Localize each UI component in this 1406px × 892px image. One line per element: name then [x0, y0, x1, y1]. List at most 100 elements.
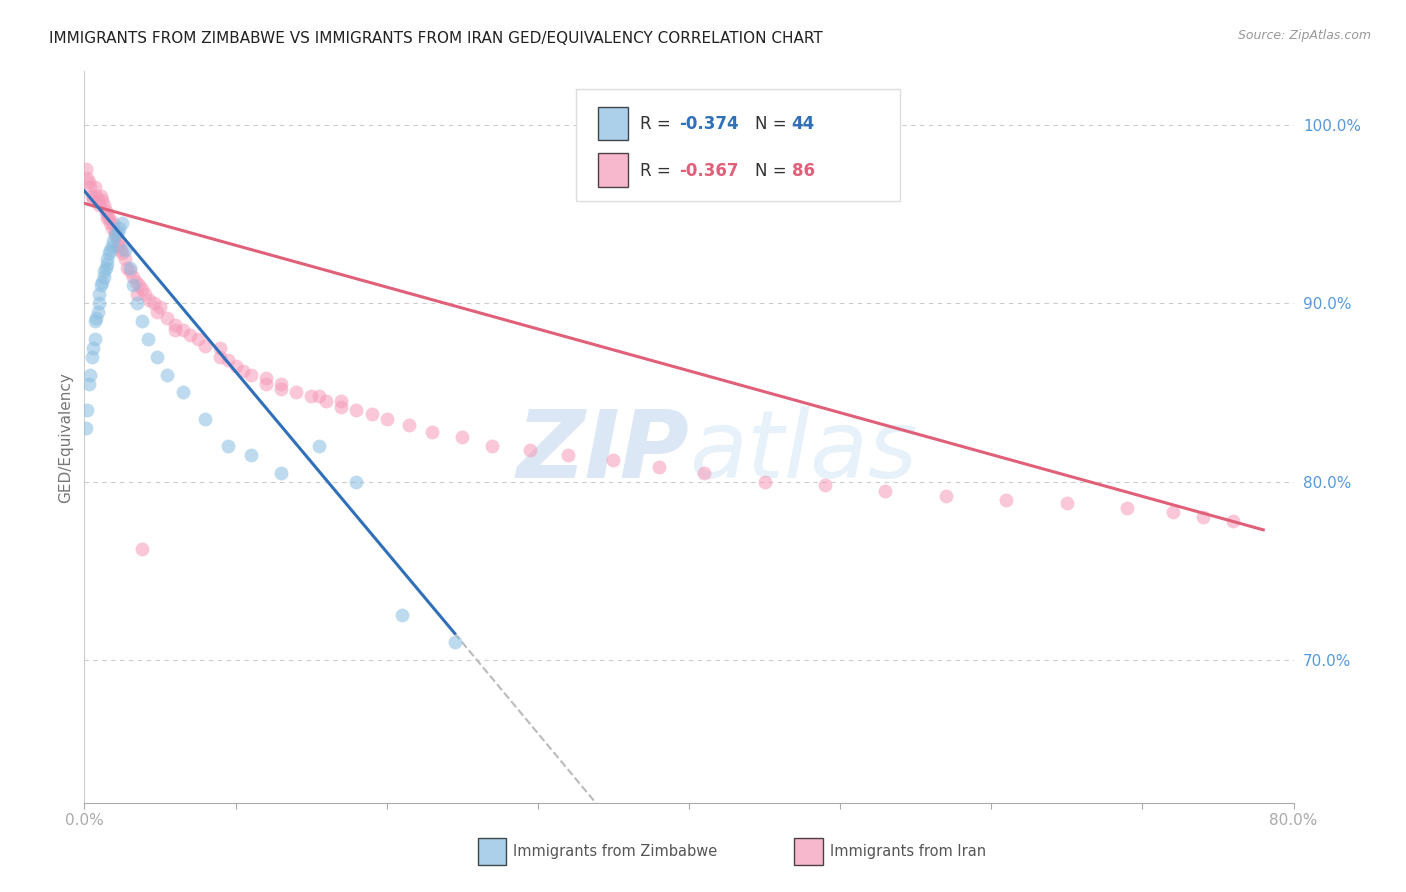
Point — [1222, 514, 1244, 528]
Text: R =: R = — [640, 161, 676, 179]
Point — [94, 260, 117, 275]
Point — [443, 635, 465, 649]
Text: IMMIGRANTS FROM ZIMBABWE VS IMMIGRANTS FROM IRAN GED/EQUIVALENCY CORRELATION CHA: IMMIGRANTS FROM ZIMBABWE VS IMMIGRANTS F… — [49, 31, 823, 46]
Point — [96, 257, 118, 271]
Text: 86: 86 — [792, 161, 814, 179]
Point — [346, 475, 368, 489]
Point — [156, 368, 179, 382]
Point — [935, 489, 957, 503]
Point — [111, 216, 134, 230]
Point — [125, 275, 148, 289]
Point — [118, 260, 141, 275]
Point — [131, 314, 153, 328]
Text: Source: ZipAtlas.com: Source: ZipAtlas.com — [1237, 29, 1371, 42]
Point — [89, 198, 111, 212]
Point — [239, 368, 262, 382]
Point — [146, 305, 169, 319]
Point — [232, 364, 254, 378]
Point — [131, 542, 153, 557]
Point — [100, 221, 122, 235]
Point — [76, 403, 98, 417]
Point — [107, 225, 129, 239]
Point — [315, 394, 337, 409]
Point — [84, 314, 107, 328]
Point — [308, 439, 330, 453]
Point — [142, 296, 165, 310]
Point — [209, 341, 232, 355]
Point — [209, 350, 232, 364]
Point — [131, 282, 153, 296]
Point — [995, 492, 1018, 507]
Point — [98, 216, 121, 230]
Point — [75, 162, 97, 177]
Point — [86, 310, 108, 325]
Point — [107, 239, 129, 253]
Point — [84, 332, 107, 346]
Point — [108, 221, 131, 235]
Y-axis label: GED/Equivalency: GED/Equivalency — [58, 372, 73, 502]
Point — [814, 478, 837, 492]
Point — [299, 389, 322, 403]
Point — [1056, 496, 1078, 510]
Point — [89, 296, 111, 310]
Point — [77, 376, 100, 391]
Point — [91, 275, 114, 289]
Point — [100, 239, 122, 253]
Point — [121, 269, 143, 284]
Point — [118, 264, 141, 278]
Point — [165, 318, 187, 332]
Point — [270, 382, 292, 396]
Point — [172, 323, 194, 337]
Text: -0.374: -0.374 — [679, 115, 738, 134]
Point — [254, 371, 277, 385]
Point — [93, 269, 115, 284]
Point — [165, 323, 187, 337]
Point — [557, 448, 579, 462]
Point — [308, 389, 330, 403]
Point — [96, 211, 118, 225]
Point — [693, 466, 716, 480]
Point — [481, 439, 503, 453]
Point — [346, 403, 368, 417]
Point — [1161, 505, 1184, 519]
Point — [136, 332, 159, 346]
Point — [93, 264, 115, 278]
Point — [79, 180, 101, 194]
Point — [89, 287, 111, 301]
Point — [285, 385, 308, 400]
Point — [134, 287, 156, 301]
Point — [75, 421, 97, 435]
Point — [875, 483, 897, 498]
Point — [217, 353, 239, 368]
Point — [80, 350, 103, 364]
Text: ZIP: ZIP — [516, 406, 689, 498]
Point — [398, 417, 420, 432]
Point — [114, 252, 136, 266]
Point — [80, 189, 103, 203]
Point — [194, 412, 217, 426]
Point — [239, 448, 262, 462]
Point — [391, 608, 413, 623]
Point — [270, 376, 292, 391]
Point — [97, 211, 120, 225]
Point — [111, 246, 134, 260]
Point — [270, 466, 292, 480]
Point — [1116, 501, 1139, 516]
Text: -0.367: -0.367 — [679, 161, 738, 179]
Point — [194, 339, 217, 353]
Point — [97, 246, 120, 260]
Point — [330, 400, 353, 414]
Point — [93, 198, 115, 212]
Text: Immigrants from Iran: Immigrants from Iran — [830, 845, 986, 859]
Point — [90, 189, 112, 203]
Point — [360, 407, 382, 421]
Point — [1192, 510, 1215, 524]
Point — [82, 193, 104, 207]
Point — [110, 243, 132, 257]
Point — [754, 475, 776, 489]
Point — [149, 300, 172, 314]
Text: Immigrants from Zimbabwe: Immigrants from Zimbabwe — [513, 845, 717, 859]
Point — [96, 252, 118, 266]
Point — [86, 189, 108, 203]
Point — [127, 287, 149, 301]
